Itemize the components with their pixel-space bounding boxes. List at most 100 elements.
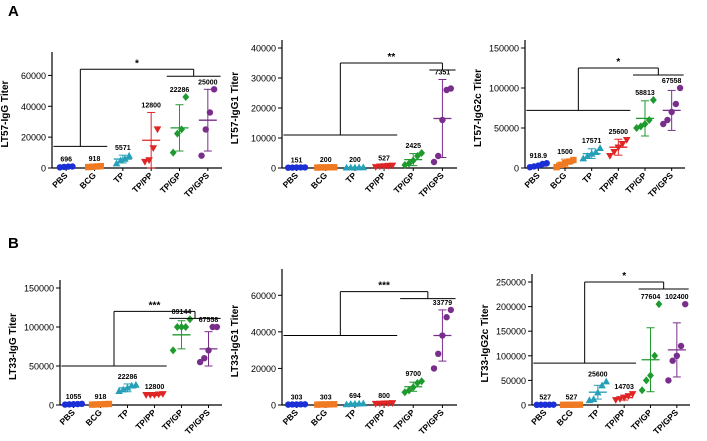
x-tick-label-tp-gp: TP/GP: [158, 170, 183, 195]
data-label: 303: [320, 394, 332, 401]
data-point: [665, 377, 672, 384]
x-tick-label-pbs: PBS: [281, 170, 301, 190]
x-tick-label-tp-gp: TP/GP: [392, 407, 417, 432]
y-tick-label: 50000: [29, 362, 54, 372]
data-point: [69, 163, 76, 170]
data-point: [186, 315, 194, 324]
x-tick-label-pbs: PBS: [529, 407, 549, 427]
data-point: [202, 126, 209, 133]
data-point: [132, 380, 140, 388]
chart-5: 0 20000 40000 60000 LT33-IgG1 Titer PBS 303 BCG…: [230, 269, 457, 436]
data-point: [638, 386, 646, 395]
data-point: [105, 400, 113, 408]
data-label: 25600: [609, 129, 629, 136]
x-tick-label-pbs: PBS: [281, 407, 301, 427]
data-point: [447, 306, 455, 314]
data-label: 200: [349, 157, 361, 164]
data-point: [89, 163, 96, 170]
data-point: [566, 158, 573, 165]
data-label: 67558: [662, 78, 682, 85]
data-point: [330, 401, 338, 408]
data-point: [359, 163, 368, 171]
data-label: 89144: [172, 309, 192, 316]
data-point: [553, 164, 560, 171]
data-point: [641, 120, 649, 128]
y-tick-label: 40000: [251, 44, 276, 54]
data-label: 22286: [170, 87, 190, 94]
data-point: [301, 401, 309, 408]
data-point: [418, 149, 426, 157]
data-label: 9700: [405, 371, 421, 378]
y-tick-label: 20000: [251, 364, 276, 374]
data-point: [570, 156, 577, 164]
data-label: 102400: [665, 294, 688, 301]
data-point: [97, 401, 104, 408]
data-point: [123, 383, 132, 391]
x-tick-label-bcg: BCG: [309, 170, 330, 191]
data-point: [576, 401, 584, 408]
data-point: [443, 314, 450, 321]
data-point: [660, 120, 667, 128]
y-tick-label: 0: [49, 401, 54, 411]
data-label: 12800: [145, 384, 165, 391]
data-label: 151: [291, 157, 303, 164]
y-tick-label: 60000: [21, 71, 46, 81]
x-tick-label-bcg: BCG: [309, 407, 330, 428]
y-tick-label: 40000: [21, 102, 46, 112]
x-tick-label-tp-gp: TP/GP: [160, 407, 185, 432]
data-point: [121, 154, 129, 162]
y-tick-label: 40000: [251, 327, 276, 337]
data-label: 77604: [641, 294, 661, 301]
y-axis-label: LT57-IgG1 Titer: [230, 72, 241, 145]
data-point: [592, 148, 600, 155]
data-point: [112, 159, 121, 167]
data-point: [322, 164, 329, 171]
data-label: 918.9: [530, 153, 548, 160]
data-point: [169, 346, 177, 355]
x-tick-label-pbs: PBS: [522, 170, 542, 190]
data-point: [624, 393, 633, 400]
data-point: [149, 145, 158, 153]
data-point: [314, 164, 321, 171]
data-point: [78, 400, 86, 408]
data-point: [564, 401, 571, 408]
data-point: [447, 85, 455, 92]
chart-3: 0 50000 100000 150000 LT57-IgG2c Titer PBS 918…: [473, 40, 685, 199]
data-label: 1055: [66, 394, 82, 401]
x-tick-label-bcg: BCG: [77, 170, 98, 191]
x-tick-label-tp-gps: TP/GPS: [417, 407, 446, 436]
y-tick-label: 60000: [251, 291, 276, 301]
data-point: [318, 164, 325, 171]
data-point: [596, 144, 604, 151]
data-point: [559, 401, 567, 409]
data-label: 25600: [588, 371, 608, 378]
y-tick-label: 0: [41, 164, 46, 174]
x-tick-label-tp-pp: TP/PP: [363, 407, 388, 432]
data-point: [435, 350, 442, 357]
data-point: [173, 323, 181, 331]
data-point: [614, 144, 623, 152]
data-label: 800: [378, 393, 390, 400]
data-point: [572, 401, 579, 408]
x-tick-label-bcg: BCG: [548, 170, 569, 191]
data-label: 696: [60, 156, 72, 163]
x-tick-label-tp-pp: TP/PP: [363, 170, 388, 195]
data-point: [616, 396, 624, 403]
y-axis-label: LT33-IgG Titer: [8, 313, 19, 380]
data-point: [97, 162, 104, 170]
data-point: [210, 86, 218, 93]
panel-label-b: B: [8, 235, 19, 252]
data-point: [550, 401, 557, 408]
data-point: [206, 109, 214, 116]
data-point: [359, 399, 368, 407]
x-tick-label-tp-gps: TP/GPS: [646, 170, 675, 199]
data-point: [622, 137, 631, 144]
x-tick-label-tp-gp: TP/GP: [623, 170, 648, 195]
y-tick-label: 50000: [501, 376, 526, 386]
data-label: 694: [349, 393, 361, 400]
data-label: 918: [95, 394, 107, 401]
data-point: [418, 377, 426, 386]
y-tick-label: 20000: [251, 104, 276, 114]
chart-2: 0 10000 20000 30000 40000 LT57-IgG1 Titer PBS 1…: [230, 40, 457, 199]
